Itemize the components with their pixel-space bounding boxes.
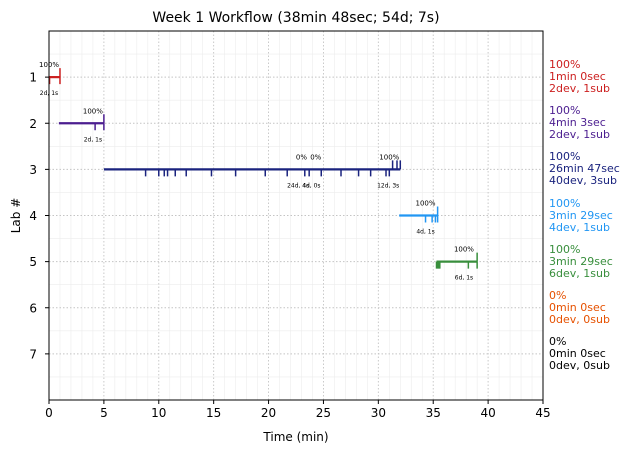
lab-3-count-label: 24d, 4s: [287, 182, 309, 189]
lab-6-summary: 0% 0min 0sec 0dev, 0sub: [549, 288, 610, 326]
lab-3-summary: 100% 26min 47sec 40dev, 3sub: [549, 151, 620, 187]
y-tick-label: 5: [29, 255, 37, 269]
x-tick-label: 20: [261, 406, 276, 420]
chart-title: Week 1 Workflow (38min 48sec; 54d; 7s): [152, 10, 439, 26]
lab-summary-line: 4dev, 1sub: [549, 220, 610, 234]
lab-1-summary: 100% 1min 0sec 2dev, 1sub: [549, 59, 610, 95]
lab-2-count-label: 2d, 1s: [84, 136, 102, 143]
lab-2-summary: 100% 4min 3sec 2dev, 1sub: [549, 105, 610, 141]
lab-summary-line: 1min 0sec: [549, 70, 606, 84]
y-tick-label: 4: [29, 209, 37, 223]
y-tick-label: 7: [29, 347, 37, 361]
lab-summary-line: 100%: [549, 242, 581, 256]
y-tick-label: 3: [29, 163, 37, 177]
lab-summary-line: 26min 47sec: [549, 162, 620, 176]
lab-5-summary: 100% 3min 29sec 6dev, 1sub: [549, 242, 613, 280]
lab-summary-line: 6dev, 1sub: [549, 266, 610, 280]
lab-summary-line: 100%: [549, 196, 581, 210]
lab-7-summary: 0% 0min 0sec 0dev, 0sub: [549, 334, 610, 372]
x-tick-label: 15: [206, 406, 221, 420]
lab-3-percent-label: 0%: [310, 153, 321, 161]
lab-summary-line: 2dev, 1sub: [549, 82, 610, 96]
x-tick-label: 40: [480, 406, 495, 420]
x-tick-label: 5: [100, 406, 108, 420]
lab-summary-line: 0min 0sec: [549, 346, 606, 360]
lab-summary-line: 3min 29sec: [549, 254, 613, 268]
lab-3-count-label: 4d, 0s: [302, 182, 320, 189]
lab-summary-line: 0dev, 0sub: [549, 358, 610, 372]
lab-summary-line: 2dev, 1sub: [549, 128, 610, 142]
lab-summary-line: 0min 0sec: [549, 300, 606, 314]
lab-5-percent-label: 100%: [454, 246, 474, 254]
lab-4-summary: 100% 3min 29sec 4dev, 1sub: [549, 196, 613, 234]
y-tick-label: 6: [29, 301, 37, 315]
lab-summary-line: 0dev, 0sub: [549, 312, 610, 326]
lab-summary-line: 100%: [549, 58, 581, 72]
lab-2-percent-label: 100%: [83, 107, 103, 115]
x-tick-label: 10: [151, 406, 166, 420]
lab-summary-line: 40dev, 3sub: [549, 174, 617, 188]
x-tick-label: 0: [45, 406, 53, 420]
x-tick-label: 35: [426, 406, 441, 420]
y-axis-label: Lab #: [9, 198, 23, 234]
x-tick-label: 30: [371, 406, 386, 420]
lab-summary-line: 100%: [549, 150, 581, 164]
y-tick-label: 1: [29, 71, 37, 85]
lab-4-percent-label: 100%: [416, 200, 436, 208]
lab-3-percent-label: 0%: [296, 153, 307, 161]
lab-4-count-label: 4d, 1s: [416, 229, 434, 236]
lab-5-count-label: 6d, 1s: [455, 275, 473, 282]
lab-summary-line: 100%: [549, 104, 581, 118]
x-tick-label: 45: [535, 406, 550, 420]
lab-summary-line: 4min 3sec: [549, 116, 606, 130]
lab-summary-line: 0%: [549, 334, 567, 348]
lab-summary-line: 0%: [549, 288, 567, 302]
lab-summary-line: 3min 29sec: [549, 208, 613, 222]
lab-3-percent-label: 100%: [379, 153, 399, 161]
lab-3-count-label: 12d, 3s: [377, 182, 399, 189]
grid-layer: [48, 31, 544, 400]
x-tick-label: 25: [316, 406, 331, 420]
x-axis-label: Time (min): [262, 430, 328, 444]
y-tick-label: 2: [29, 117, 37, 131]
